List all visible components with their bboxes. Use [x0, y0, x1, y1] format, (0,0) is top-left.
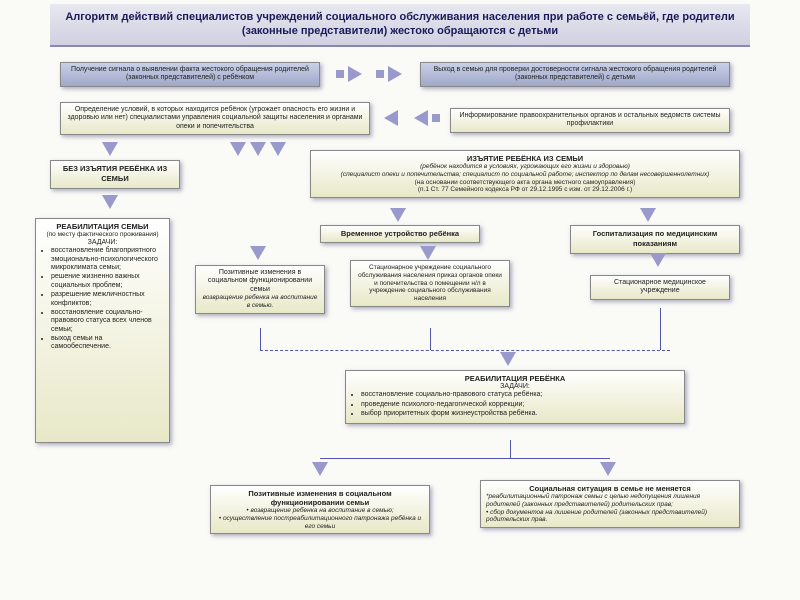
- arrow-stem: [376, 70, 384, 78]
- node-temp-placement: Временное устройство ребёнка: [320, 225, 480, 243]
- node-hospitalization: Госпитализация по медицинским показаниям: [570, 225, 740, 254]
- arrow-icon: [250, 142, 266, 156]
- arrow-stem: [336, 70, 344, 78]
- arrow-icon: [388, 66, 402, 82]
- arrow-icon: [312, 462, 328, 476]
- arrow-icon: [640, 208, 656, 222]
- arrow-icon: [420, 246, 436, 260]
- connector-line: [260, 328, 261, 350]
- connector-line: [260, 350, 670, 351]
- node-positive-family: Позитивные изменения в социальном функци…: [195, 265, 325, 314]
- arrow-icon: [348, 66, 362, 82]
- connector-line: [320, 458, 610, 459]
- diagram-title: Алгоритм действий специалистов учреждени…: [50, 4, 750, 47]
- arrow-icon: [250, 246, 266, 260]
- node-visit: Выход в семью для проверки достоверности…: [420, 62, 730, 87]
- node-no-change: Социальная ситуация в семье не меняется …: [480, 480, 740, 528]
- node-conditions: Определение условий, в которых находится…: [60, 102, 370, 135]
- arrow-icon: [414, 110, 428, 126]
- arrow-icon: [102, 142, 118, 156]
- connector-line: [430, 328, 431, 350]
- node-no-removal: БЕЗ ИЗЪЯТИЯ РЕБЁНКА ИЗ СЕМЬИ: [50, 160, 180, 189]
- arrow-icon: [230, 142, 246, 156]
- node-signal: Получение сигнала о выявлении факта жест…: [60, 62, 320, 87]
- node-family-rehab: РЕАБИЛИТАЦИЯ СЕМЬИ (по месту фактическог…: [35, 218, 170, 443]
- connector-line: [510, 440, 511, 458]
- arrow-stem: [432, 114, 440, 122]
- family-rehab-tasks: восстановление благоприятного эмоциональ…: [41, 247, 164, 352]
- arrow-icon: [500, 352, 516, 366]
- arrow-icon: [650, 253, 666, 267]
- arrow-icon: [270, 142, 286, 156]
- arrow-icon: [384, 110, 398, 126]
- node-removal: ИЗЪЯТИЕ РЕБЁНКА ИЗ СЕМЬИ (ребёнок находи…: [310, 150, 740, 198]
- connector-line: [660, 308, 661, 350]
- node-positive-outcome: Позитивные изменения в социальном функци…: [210, 485, 430, 534]
- arrow-icon: [390, 208, 406, 222]
- node-child-rehab: РЕАБИЛИТАЦИЯ РЕБЁНКА ЗАДАЧИ: восстановле…: [345, 370, 685, 424]
- node-stationary-medical: Стационарное медицинское учреждение: [590, 275, 730, 300]
- node-stationary-social: Стационарное учреждение социального обсл…: [350, 260, 510, 307]
- arrow-icon: [600, 462, 616, 476]
- child-rehab-tasks: восстановление социально-правового стату…: [351, 391, 679, 418]
- node-inform: Информирование правоохранительных органо…: [450, 108, 730, 133]
- arrow-icon: [102, 195, 118, 209]
